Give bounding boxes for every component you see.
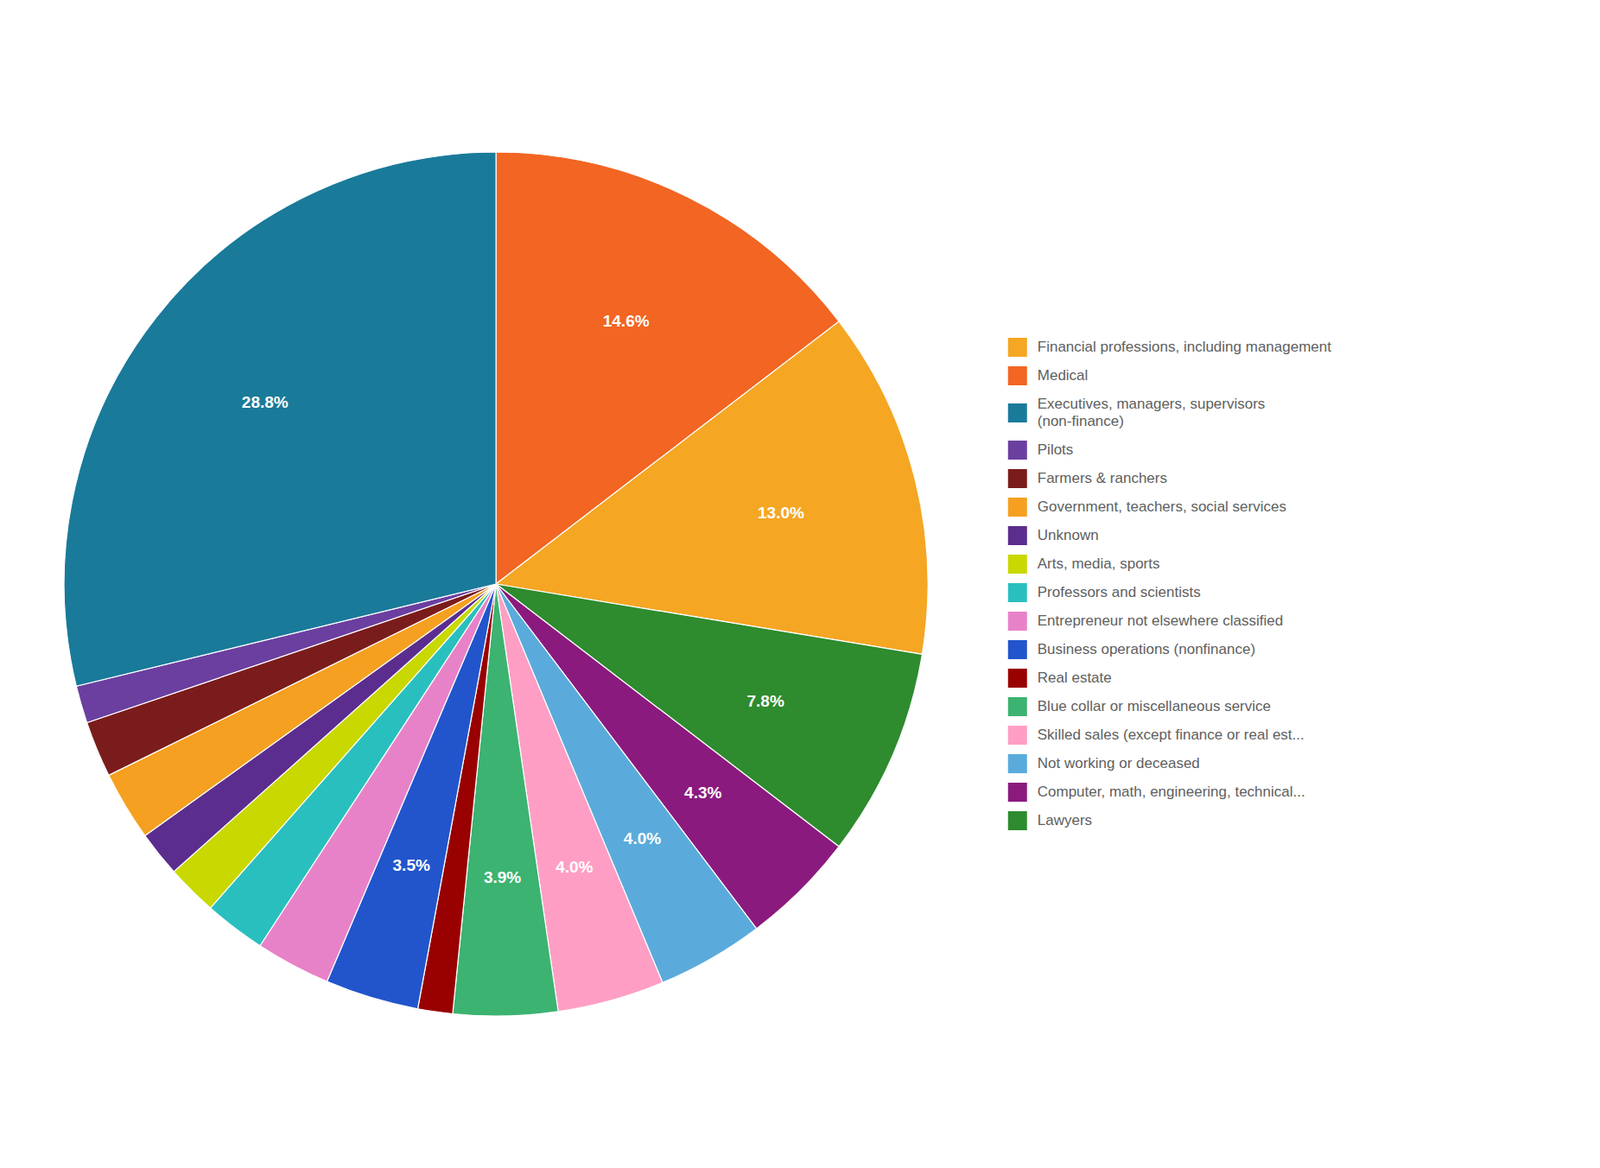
legend-swatch bbox=[1008, 526, 1028, 546]
legend-item: Computer, math, engineering, technical..… bbox=[1008, 782, 1306, 802]
legend-item: Unknown bbox=[1008, 526, 1099, 546]
legend-label: Skilled sales (except finance or real es… bbox=[1037, 726, 1305, 743]
data-label: 7.8% bbox=[747, 692, 785, 711]
legend-label: Professors and scientists bbox=[1037, 584, 1201, 601]
legend-label: Medical bbox=[1037, 367, 1089, 384]
legend-item: Farmers & ranchers bbox=[1008, 469, 1168, 489]
pie-slice bbox=[63, 152, 496, 686]
data-label: 3.9% bbox=[483, 868, 521, 887]
legend-label: Pilots bbox=[1037, 441, 1074, 458]
legend-label: Lawyers bbox=[1037, 812, 1093, 829]
legend-item: Lawyers bbox=[1008, 811, 1093, 831]
legend-item: Not working or deceased bbox=[1008, 754, 1200, 774]
legend-swatch bbox=[1008, 668, 1028, 688]
legend-swatch bbox=[1008, 403, 1028, 423]
legend-item: Skilled sales (except finance or real es… bbox=[1008, 725, 1305, 745]
legend-swatch bbox=[1008, 497, 1028, 517]
legend-label: Unknown bbox=[1037, 526, 1099, 544]
legend-swatch bbox=[1008, 640, 1028, 660]
data-label: 28.8% bbox=[241, 393, 289, 412]
data-label: 14.6% bbox=[603, 311, 650, 331]
legend-swatch bbox=[1008, 366, 1028, 386]
legend-label: Government, teachers, social services bbox=[1037, 498, 1287, 515]
chart: 14.6% 13.0% 7.8% 4.3% 4.0% 4.0% 3.9% 3.5% 28.8% F… bbox=[0, 0, 1600, 1168]
legend-label: Blue collar or miscellaneous service bbox=[1037, 698, 1271, 715]
legend-swatch bbox=[1008, 697, 1028, 717]
legend-item: Government, teachers, social services bbox=[1008, 497, 1287, 517]
legend-label: Real estate bbox=[1037, 669, 1112, 686]
legend-label: Entrepreneur not elsewhere classified bbox=[1037, 612, 1283, 629]
legend-item: Executives, managers, supervisors(non-fi… bbox=[1008, 395, 1266, 430]
legend-swatch bbox=[1008, 337, 1028, 357]
legend-swatch bbox=[1008, 611, 1028, 631]
data-label: 13.0% bbox=[757, 503, 805, 522]
data-label: 3.5% bbox=[393, 856, 431, 875]
legend-swatch bbox=[1008, 725, 1028, 745]
slices bbox=[63, 152, 928, 1016]
legend-swatch bbox=[1008, 440, 1028, 460]
legend-item: Professors and scientists bbox=[1008, 583, 1201, 603]
legend-swatch bbox=[1008, 583, 1028, 603]
legend-label: Business operations (nonfinance) bbox=[1037, 641, 1256, 658]
legend-label: Executives, managers, supervisors(non-fi… bbox=[1037, 395, 1266, 430]
legend-swatch bbox=[1008, 782, 1028, 802]
legend-label: Financial professions, including managem… bbox=[1037, 338, 1332, 356]
legend-swatch bbox=[1008, 469, 1028, 489]
legend-swatch bbox=[1008, 754, 1028, 774]
legend-swatch bbox=[1008, 554, 1028, 574]
data-label: 4.3% bbox=[684, 783, 722, 802]
legend-item: Business operations (nonfinance) bbox=[1008, 640, 1256, 660]
legend-item: Financial professions, including managem… bbox=[1008, 337, 1332, 357]
pie: 14.6% 13.0% 7.8% 4.3% 4.0% 4.0% 3.9% 3.5% 28.8% bbox=[63, 152, 928, 1016]
legend-item: Medical bbox=[1008, 366, 1089, 386]
legend-label: Not working or deceased bbox=[1037, 755, 1200, 772]
data-labels: 14.6% 13.0% 7.8% 4.3% 4.0% 4.0% 3.9% 3.5% 28.8% bbox=[241, 311, 805, 888]
legend-label: Farmers & ranchers bbox=[1037, 469, 1168, 487]
legend-item: Blue collar or miscellaneous service bbox=[1008, 697, 1271, 717]
legend: Financial professions, including managem… bbox=[1008, 337, 1332, 831]
legend-item: Entrepreneur not elsewhere classified bbox=[1008, 611, 1283, 631]
data-label: 4.0% bbox=[555, 857, 593, 877]
legend-swatch bbox=[1008, 811, 1028, 831]
legend-label: Computer, math, engineering, technical..… bbox=[1037, 783, 1306, 800]
data-label: 4.0% bbox=[623, 829, 661, 848]
legend-label: Arts, media, sports bbox=[1037, 555, 1161, 572]
legend-item: Arts, media, sports bbox=[1008, 554, 1161, 574]
legend-item: Pilots bbox=[1008, 440, 1074, 460]
legend-item: Real estate bbox=[1008, 668, 1112, 688]
